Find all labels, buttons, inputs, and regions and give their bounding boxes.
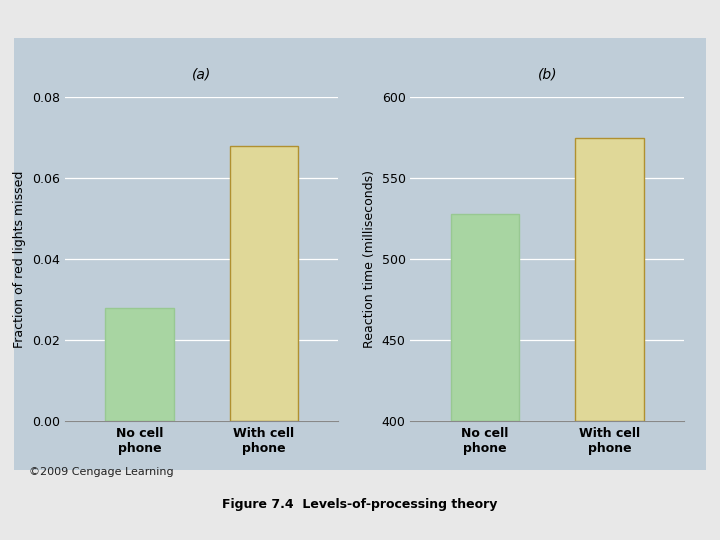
Bar: [230, 146, 298, 421]
Y-axis label: Reaction time (milliseconds): Reaction time (milliseconds): [363, 170, 376, 348]
Text: ©2009 Cengage Learning: ©2009 Cengage Learning: [29, 467, 174, 477]
Y-axis label: Fraction of red lights missed: Fraction of red lights missed: [14, 171, 27, 348]
Bar: [575, 138, 644, 421]
Text: (b): (b): [537, 67, 557, 81]
Text: (a): (a): [192, 67, 211, 81]
Bar: [105, 308, 174, 421]
Text: Figure 7.4  Levels-of-processing theory: Figure 7.4 Levels-of-processing theory: [222, 498, 498, 511]
Bar: [451, 214, 519, 421]
